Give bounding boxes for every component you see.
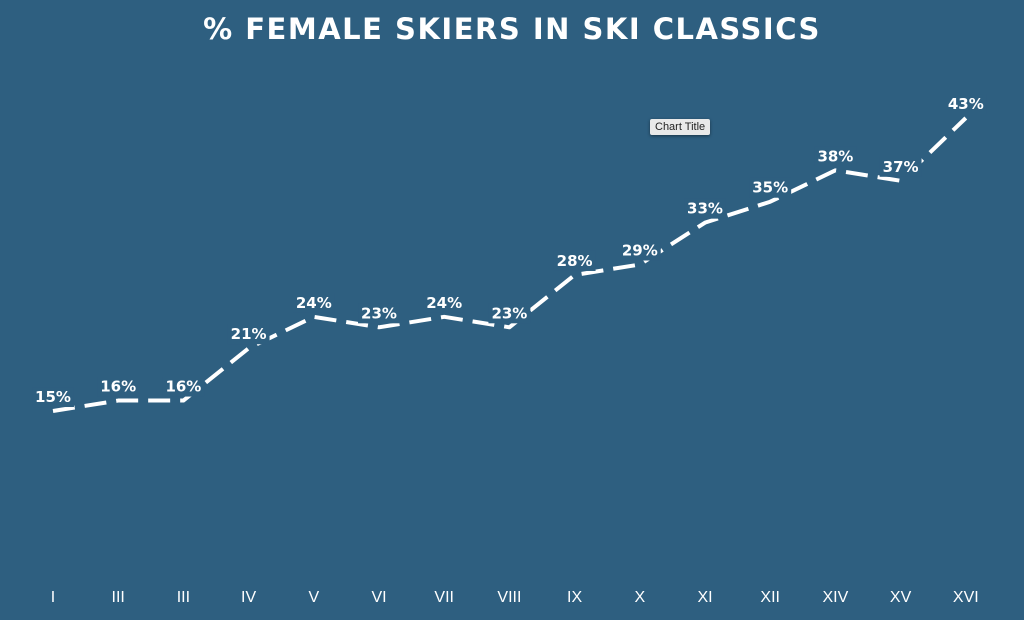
data-label: 43% [948, 95, 984, 113]
data-label: 24% [426, 294, 462, 312]
data-label: 29% [622, 242, 658, 260]
data-label-background [684, 198, 726, 219]
x-tick-label: V [308, 589, 319, 606]
data-label-background [879, 156, 922, 177]
data-label-background [32, 387, 74, 408]
x-tick-label: III [112, 589, 125, 606]
data-label-background [814, 146, 857, 167]
chart-title: % FEMALE SKIERS IN SKI CLASSICS [203, 12, 821, 46]
x-tick-label: VIII [497, 589, 521, 606]
series-line [52, 116, 968, 413]
data-label: 15% [35, 388, 71, 406]
x-tick-label: X [634, 589, 645, 606]
x-tick-label: XVI [953, 589, 979, 606]
data-label-background [97, 376, 140, 397]
data-label: 21% [231, 325, 267, 343]
data-label-background [423, 292, 466, 313]
data-label: 37% [883, 158, 919, 176]
data-label-background [162, 376, 205, 397]
x-tick-label: XI [697, 589, 712, 606]
x-tick-label: XV [890, 589, 912, 606]
x-tick-label: VI [371, 589, 386, 606]
data-label-background [618, 240, 661, 261]
data-label: 24% [296, 294, 332, 312]
x-tick-label: VII [434, 589, 454, 606]
data-label: 35% [752, 179, 788, 197]
x-tick-label: XII [760, 589, 780, 606]
x-tick-label: I [51, 589, 55, 606]
data-label: 33% [687, 200, 723, 218]
data-label: 16% [165, 378, 201, 396]
data-label-background [227, 324, 270, 345]
data-label: 23% [491, 304, 527, 322]
data-label: 28% [557, 252, 593, 270]
data-label: 23% [361, 304, 397, 322]
data-label-background [292, 292, 335, 313]
x-tick-label: IV [241, 589, 256, 606]
data-label-background [488, 303, 531, 324]
chart-title-tooltip: Chart Title [650, 119, 711, 135]
x-tick-label: III [177, 589, 190, 606]
data-label: 38% [817, 147, 853, 165]
data-label-background [749, 177, 792, 198]
data-label: 16% [100, 378, 136, 396]
data-label-background [553, 250, 596, 271]
x-tick-label: XIV [823, 589, 849, 606]
x-tick-label: IX [567, 589, 582, 606]
data-label-background [944, 94, 987, 114]
data-label-background [358, 303, 400, 324]
